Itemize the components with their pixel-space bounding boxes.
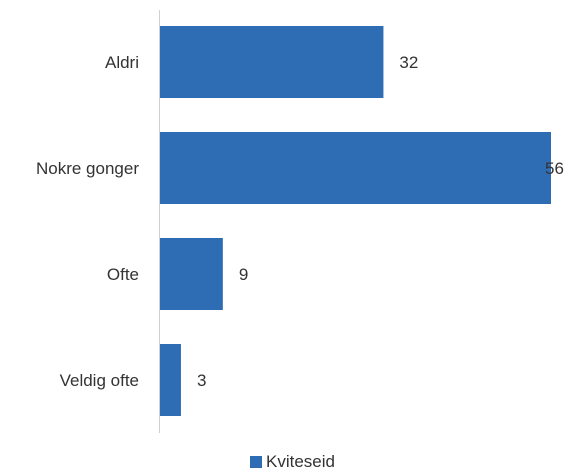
bar-ofte: [160, 238, 223, 310]
data-label-aldri: 32: [399, 53, 418, 72]
category-labels: Aldri Nokre gonger Ofte Veldig ofte: [36, 53, 139, 390]
legend-label: Kviteseid: [266, 452, 335, 470]
category-label-ofte: Ofte: [107, 265, 139, 284]
legend: Kviteseid: [250, 452, 335, 470]
data-labels: 32 56 9 3: [197, 53, 564, 390]
bar-nokre-gonger: [160, 132, 551, 204]
bar-veldig-ofte: [160, 344, 181, 416]
bars-layer: [160, 26, 551, 416]
data-label-veldig-ofte: 3: [197, 371, 206, 390]
category-label-veldig-ofte: Veldig ofte: [60, 371, 139, 390]
legend-swatch: [250, 456, 262, 468]
data-label-ofte: 9: [239, 265, 248, 284]
data-label-nokre-gonger: 56: [545, 159, 564, 178]
category-label-nokre-gonger: Nokre gonger: [36, 159, 139, 178]
category-label-aldri: Aldri: [105, 53, 139, 72]
bar-aldri: [160, 26, 384, 98]
